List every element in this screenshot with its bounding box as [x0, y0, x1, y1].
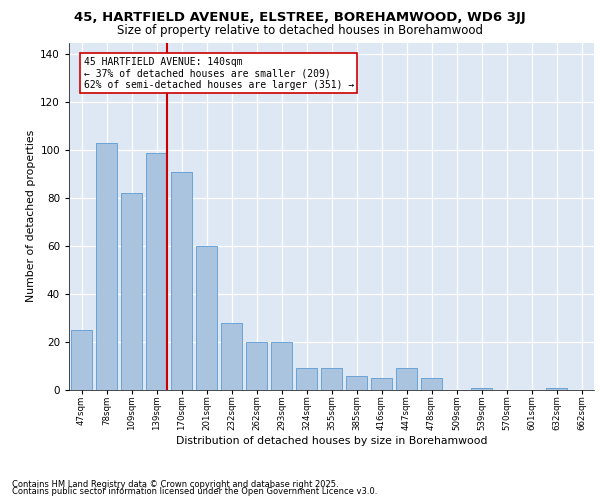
Bar: [121, 194, 142, 390]
Bar: [146, 152, 167, 390]
Text: 45, HARTFIELD AVENUE, ELSTREE, BOREHAMWOOD, WD6 3JJ: 45, HARTFIELD AVENUE, ELSTREE, BOREHAMWO…: [74, 12, 526, 24]
Text: 45 HARTFIELD AVENUE: 140sqm
← 37% of detached houses are smaller (209)
62% of se: 45 HARTFIELD AVENUE: 140sqm ← 37% of det…: [83, 57, 354, 90]
Bar: [171, 172, 192, 390]
Bar: [421, 378, 442, 390]
Text: Contains HM Land Registry data © Crown copyright and database right 2025.: Contains HM Land Registry data © Crown c…: [12, 480, 338, 489]
Text: Contains public sector information licensed under the Open Government Licence v3: Contains public sector information licen…: [12, 487, 377, 496]
Bar: [96, 143, 117, 390]
Bar: [321, 368, 342, 390]
Bar: [471, 388, 492, 390]
Text: Size of property relative to detached houses in Borehamwood: Size of property relative to detached ho…: [117, 24, 483, 37]
Bar: [221, 323, 242, 390]
X-axis label: Distribution of detached houses by size in Borehamwood: Distribution of detached houses by size …: [176, 436, 487, 446]
Bar: [296, 368, 317, 390]
Bar: [346, 376, 367, 390]
Bar: [371, 378, 392, 390]
Y-axis label: Number of detached properties: Number of detached properties: [26, 130, 36, 302]
Bar: [71, 330, 92, 390]
Bar: [196, 246, 217, 390]
Bar: [396, 368, 417, 390]
Bar: [271, 342, 292, 390]
Bar: [546, 388, 567, 390]
Bar: [246, 342, 267, 390]
